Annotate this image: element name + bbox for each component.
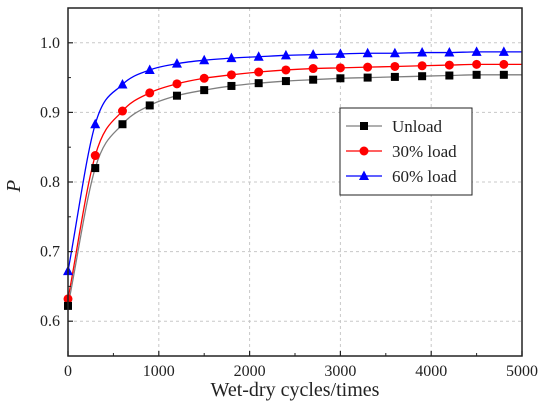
data-point-60pct-load bbox=[117, 79, 128, 89]
data-point-60pct-load bbox=[498, 46, 509, 56]
y-tick-label: 0.7 bbox=[40, 244, 60, 261]
y-tick-label: 0.9 bbox=[40, 104, 60, 121]
data-point-unload bbox=[336, 74, 345, 83]
x-tick-label: 5000 bbox=[506, 363, 538, 380]
data-point-30pct-load bbox=[254, 67, 264, 77]
legend-marker-30pct-load bbox=[359, 146, 369, 156]
data-point-unload bbox=[390, 72, 399, 81]
legend-label-60pct-load: 60% load bbox=[392, 167, 457, 186]
data-point-60pct-load bbox=[171, 58, 182, 68]
legend: Unload 30% load 60% load bbox=[339, 107, 473, 196]
data-point-30pct-load bbox=[226, 70, 236, 80]
data-point-60pct-load bbox=[226, 52, 237, 63]
data-point-60pct-load bbox=[253, 51, 264, 61]
data-point-60pct-load bbox=[308, 49, 319, 59]
data-point-30pct-load bbox=[90, 151, 100, 161]
y-tick-label: 0.6 bbox=[40, 313, 60, 330]
data-point-30pct-load bbox=[145, 88, 155, 98]
x-tick-label: 1000 bbox=[143, 363, 175, 380]
data-point-unload bbox=[172, 91, 181, 100]
data-point-60pct-load bbox=[335, 48, 346, 58]
legend-label-unload: Unload bbox=[392, 117, 443, 136]
data-point-unload bbox=[418, 72, 427, 81]
data-point-60pct-load bbox=[90, 118, 101, 129]
x-axis-title: Wet-dry cycles/times bbox=[211, 379, 380, 401]
data-point-unload bbox=[472, 70, 481, 79]
data-point-30pct-load bbox=[444, 60, 454, 70]
data-point-30pct-load bbox=[417, 61, 427, 71]
data-point-60pct-load bbox=[362, 47, 373, 58]
data-point-30pct-load bbox=[172, 79, 182, 89]
y-tick-label: 1.0 bbox=[40, 35, 60, 52]
data-point-30pct-load bbox=[390, 61, 400, 71]
data-point-unload bbox=[363, 73, 372, 82]
data-point-unload bbox=[309, 75, 318, 84]
data-point-unload bbox=[118, 120, 127, 129]
x-tick-label: 2000 bbox=[234, 363, 266, 380]
data-point-30pct-load bbox=[308, 64, 318, 74]
data-point-60pct-load bbox=[199, 54, 210, 65]
data-point-60pct-load bbox=[417, 47, 428, 57]
data-point-unload bbox=[499, 70, 508, 79]
y-tick-label: 0.8 bbox=[40, 174, 60, 191]
data-point-30pct-load bbox=[472, 59, 482, 69]
legend-label-30pct-load: 30% load bbox=[392, 142, 457, 161]
data-point-unload bbox=[200, 86, 209, 95]
data-point-30pct-load bbox=[363, 62, 373, 72]
data-point-30pct-load bbox=[499, 59, 509, 69]
data-point-60pct-load bbox=[144, 64, 155, 74]
data-point-30pct-load bbox=[117, 106, 127, 116]
data-point-60pct-load bbox=[444, 47, 455, 57]
x-tick-label: 0 bbox=[64, 363, 72, 380]
data-point-30pct-load bbox=[335, 63, 345, 73]
data-point-60pct-load bbox=[471, 46, 482, 56]
data-point-30pct-load bbox=[199, 73, 209, 83]
data-point-60pct-load bbox=[389, 47, 400, 58]
legend-marker-60pct-load bbox=[359, 170, 369, 180]
data-point-unload bbox=[445, 71, 454, 80]
data-point-unload bbox=[91, 164, 100, 173]
legend-marker-unload bbox=[360, 122, 368, 130]
data-point-30pct-load bbox=[281, 65, 291, 75]
x-tick-label: 3000 bbox=[324, 363, 356, 380]
data-point-60pct-load bbox=[280, 49, 291, 60]
axis-ticks: 0 1000 2000 3000 4000 5000 0.6 0.7 0.8 0.9 1.0 bbox=[40, 35, 538, 380]
data-point-unload bbox=[254, 79, 263, 88]
data-point-unload bbox=[227, 81, 236, 90]
data-point-unload bbox=[281, 77, 290, 86]
y-axis-title: P bbox=[3, 180, 25, 193]
x-tick-label: 4000 bbox=[415, 363, 447, 380]
data-point-unload bbox=[145, 101, 154, 110]
